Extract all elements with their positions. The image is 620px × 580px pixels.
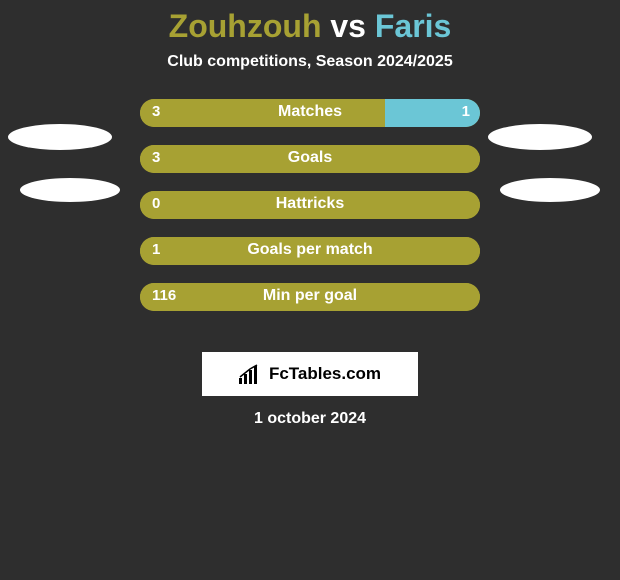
subtitle: Club competitions, Season 2024/2025 [0, 53, 620, 71]
title-part: vs [321, 8, 374, 44]
avatar-ellipse [500, 178, 600, 202]
avatar-ellipse [8, 124, 112, 150]
stat-label: Hattricks [140, 195, 480, 213]
stat-label: Matches [140, 103, 480, 121]
source-label: FcTables.com [269, 364, 381, 384]
page-title: Zouhzouh vs Faris [0, 0, 620, 45]
stat-label: Goals [140, 149, 480, 167]
chart-icon [239, 364, 263, 384]
source-badge: FcTables.com [202, 352, 418, 396]
stat-row: 31Matches [0, 99, 620, 127]
stat-row: 1Goals per match [0, 237, 620, 265]
avatar-ellipse [20, 178, 120, 202]
title-part: Faris [375, 8, 451, 44]
stat-row: 116Min per goal [0, 283, 620, 311]
comparison-card: Zouhzouh vs Faris Club competitions, Sea… [0, 0, 620, 580]
avatar-ellipse [488, 124, 592, 150]
stat-label: Min per goal [140, 287, 480, 305]
stat-label: Goals per match [140, 241, 480, 259]
title-part: Zouhzouh [169, 8, 322, 44]
date-label: 1 october 2024 [0, 410, 620, 428]
